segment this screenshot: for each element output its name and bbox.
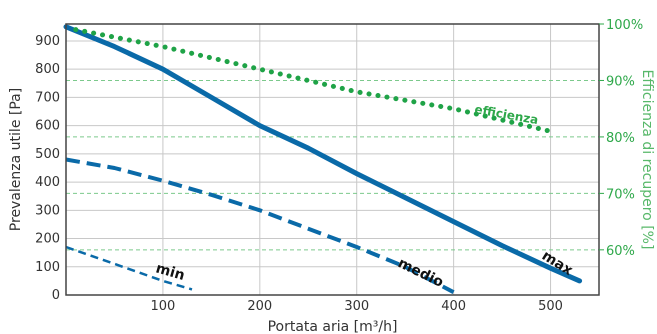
y-tick-label: 0 xyxy=(52,288,60,303)
series-line-medio xyxy=(65,157,455,294)
series-line-max xyxy=(63,24,583,284)
series-label-medio: medio xyxy=(395,255,446,291)
y-tick-label: 400 xyxy=(35,175,60,190)
plot-frame xyxy=(65,23,600,296)
y-tick-label: 600 xyxy=(35,119,60,134)
series-layer xyxy=(63,24,583,294)
y2-tick-label: 90% xyxy=(606,74,635,89)
y2-tick-label: 60% xyxy=(606,244,635,259)
x-tick-label: 500 xyxy=(538,299,563,314)
series-label-efficienza: efficienza xyxy=(473,102,539,127)
y-tick-label: 300 xyxy=(35,203,60,218)
series-line-efficienza xyxy=(73,27,553,134)
y2-tick-label: 100% xyxy=(606,18,643,33)
ticks: 100 200 300 400 500 0 100 200 300 400 500 600 700 800… xyxy=(35,18,643,314)
y2-tick-label: 80% xyxy=(606,131,635,146)
y-tick-label: 500 xyxy=(35,147,60,162)
y-axis-title: Prevalenza utile [Pa] xyxy=(8,88,24,231)
y2-axis-title: Efficienza di recupero [%] xyxy=(639,70,655,250)
x-tick-label: 400 xyxy=(441,299,466,314)
series-line-min xyxy=(65,245,193,291)
x-axis-title: Portata aria [m³/h] xyxy=(268,319,398,334)
y-tick-label: 200 xyxy=(35,232,60,247)
x-tick-label: 100 xyxy=(150,299,175,314)
y-tick-label: 700 xyxy=(35,90,60,105)
series-label-min: min xyxy=(154,260,187,283)
y-tick-label: 100 xyxy=(35,260,60,275)
x-tick-label: 200 xyxy=(247,299,272,314)
y-tick-label: 900 xyxy=(35,34,60,49)
y-tick-label: 800 xyxy=(35,62,60,77)
y2-tick-label: 70% xyxy=(606,187,635,202)
x-tick-label: 300 xyxy=(344,299,369,314)
